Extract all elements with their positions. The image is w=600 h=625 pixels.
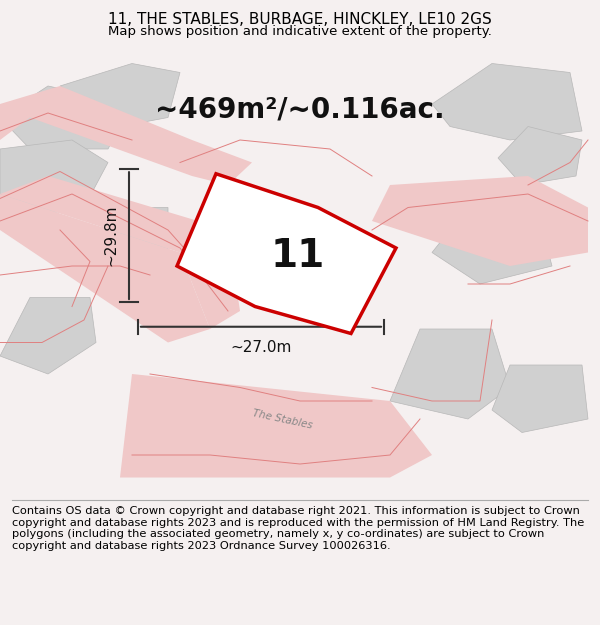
Polygon shape [0, 194, 210, 342]
Text: 11, THE STABLES, BURBAGE, HINCKLEY, LE10 2GS: 11, THE STABLES, BURBAGE, HINCKLEY, LE10… [108, 12, 492, 28]
Polygon shape [0, 140, 108, 216]
Text: ~29.8m: ~29.8m [104, 205, 119, 266]
Polygon shape [0, 86, 132, 149]
Polygon shape [432, 64, 582, 140]
Polygon shape [492, 365, 588, 432]
Text: ~469m²/~0.116ac.: ~469m²/~0.116ac. [155, 95, 445, 123]
Polygon shape [0, 298, 96, 374]
Polygon shape [60, 64, 180, 126]
Text: Map shows position and indicative extent of the property.: Map shows position and indicative extent… [108, 24, 492, 38]
Polygon shape [498, 126, 582, 185]
Polygon shape [0, 176, 240, 329]
Text: ~27.0m: ~27.0m [230, 339, 292, 354]
Polygon shape [216, 216, 366, 316]
Polygon shape [432, 208, 552, 284]
FancyBboxPatch shape [12, 59, 588, 496]
Text: The Stables: The Stables [251, 408, 313, 430]
Text: Contains OS data © Crown copyright and database right 2021. This information is : Contains OS data © Crown copyright and d… [12, 506, 584, 551]
Polygon shape [0, 86, 252, 185]
Polygon shape [120, 374, 432, 478]
Polygon shape [177, 174, 396, 334]
Polygon shape [390, 329, 510, 419]
Polygon shape [372, 176, 588, 266]
Text: 11: 11 [271, 237, 325, 275]
Polygon shape [90, 208, 168, 284]
